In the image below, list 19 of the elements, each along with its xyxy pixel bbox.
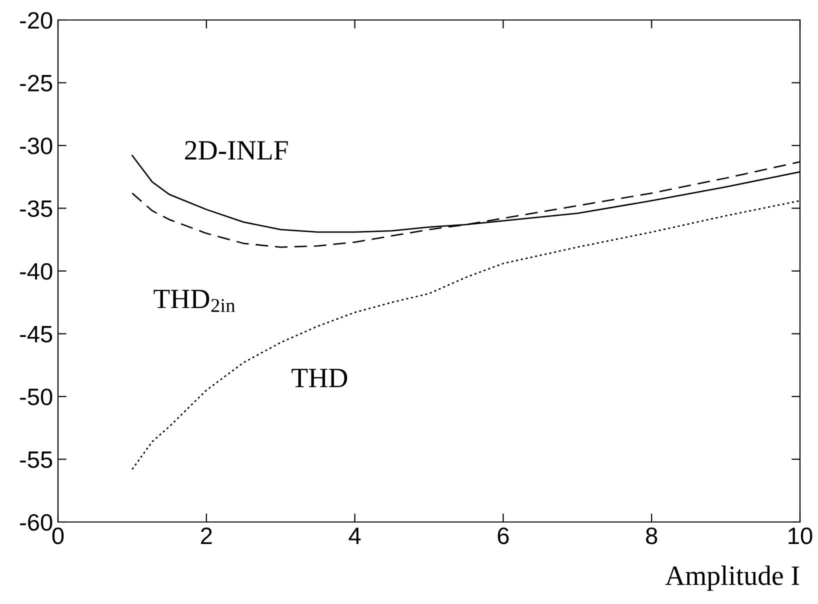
x-tick-label: 4 bbox=[348, 528, 361, 544]
y-tick-label: -35 bbox=[20, 200, 52, 218]
series-label: THD bbox=[292, 368, 348, 388]
x-tick-label: 0 bbox=[52, 527, 64, 544]
y-tick-label: -40 bbox=[20, 263, 52, 280]
y-tick-label: -55 bbox=[20, 452, 52, 468]
y-tick-label: -25 bbox=[20, 74, 52, 92]
y-tick-label: -45 bbox=[20, 326, 52, 343]
x-tick-label: 8 bbox=[646, 527, 658, 544]
series-label: THD$_{2in}$ bbox=[154, 290, 236, 312]
y-tick-label: -60 bbox=[20, 514, 52, 531]
x-axis-title: Amplitude I bbox=[665, 566, 800, 591]
y-tick-label: -50 bbox=[20, 388, 52, 406]
x-tick-label: 6 bbox=[498, 527, 509, 544]
x-tick-label: 2 bbox=[201, 527, 212, 544]
y-tick-label: -20 bbox=[20, 12, 52, 29]
y-tick-label: -30 bbox=[20, 138, 52, 154]
x-tick-label: 10 bbox=[788, 527, 812, 544]
series-label: 2D-INLF bbox=[185, 141, 288, 160]
